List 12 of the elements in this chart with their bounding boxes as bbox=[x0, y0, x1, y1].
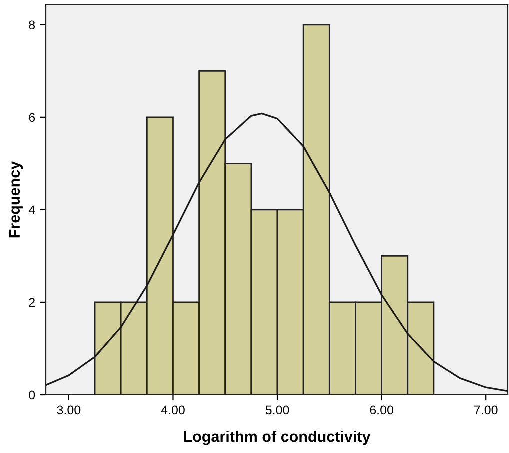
y-tick-label: 0 bbox=[29, 390, 36, 400]
y-axis-title: Frequency bbox=[9, 161, 24, 238]
y-tick-label: 6 bbox=[29, 113, 36, 122]
x-tick-label: 3.00 bbox=[57, 406, 81, 415]
x-tick-label: 4.00 bbox=[161, 406, 185, 415]
y-tick-label: 4 bbox=[28, 206, 36, 214]
x-tick-label: 6.00 bbox=[370, 406, 394, 415]
y-tick-label: 8 bbox=[29, 20, 36, 30]
y-tick-label: 2 bbox=[29, 298, 35, 308]
x-tick-label: 7.00 bbox=[474, 406, 498, 415]
x-tick-label: 5.00 bbox=[266, 406, 290, 415]
x-axis-title: Logarithm of conductivity bbox=[184, 430, 371, 446]
